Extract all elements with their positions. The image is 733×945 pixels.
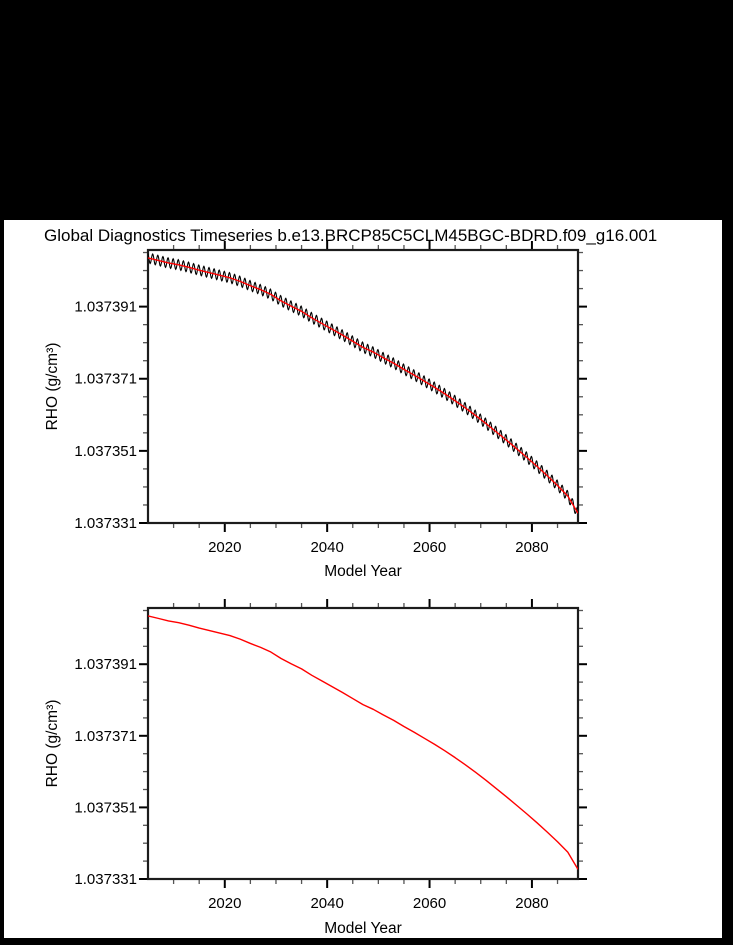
y-axis-title-top-panel: RHO (g/cm³)	[44, 343, 61, 431]
annual-mean-rho-line	[148, 257, 578, 514]
x-axis-title-bottom-panel: Model Year	[324, 920, 402, 937]
x-tick-label: 2060	[413, 539, 446, 556]
major-ticks	[139, 599, 587, 888]
plot-frame	[146, 248, 580, 525]
y-tick-label: 1.037331	[74, 515, 137, 532]
x-tick-label: 2080	[515, 895, 548, 912]
y-axis-title-bottom-panel: RHO (g/cm³)	[44, 700, 61, 788]
chart-title: Global Diagnostics Timeseries b.e13.BRCP…	[44, 226, 657, 245]
y-tick-label: 1.037371	[74, 371, 137, 388]
x-tick-label: 2020	[208, 539, 241, 556]
monthly-rho-line	[148, 253, 578, 514]
y-tick-label: 1.037391	[74, 656, 137, 673]
x-tick-label: 2060	[413, 895, 446, 912]
x-tick-label: 2040	[310, 895, 343, 912]
x-axis-title-top-panel: Model Year	[324, 563, 402, 580]
y-tick-label: 1.037351	[74, 443, 137, 460]
series-group	[148, 253, 578, 514]
major-ticks	[139, 241, 587, 532]
y-tick-label: 1.037391	[74, 299, 137, 316]
panel-top: 2020 2040 2060 2080 1.037391 1.037371 1.037351…	[74, 241, 587, 556]
y-tick-label: 1.037371	[74, 728, 137, 745]
panel-bottom: 2020 2040 2060 2080 1.037391 1.037371 1.037351…	[74, 599, 587, 912]
x-tick-label: 2080	[515, 539, 548, 556]
y-tick-label: 1.037351	[74, 799, 137, 816]
x-tick-label: 2040	[310, 539, 343, 556]
x-tick-label: 2020	[208, 895, 241, 912]
series-group	[148, 615, 578, 870]
y-tick-label: 1.037331	[74, 871, 137, 888]
plot-frame	[146, 606, 580, 881]
plot-page-background	[4, 220, 722, 938]
annual-mean-rho-line	[148, 615, 578, 870]
